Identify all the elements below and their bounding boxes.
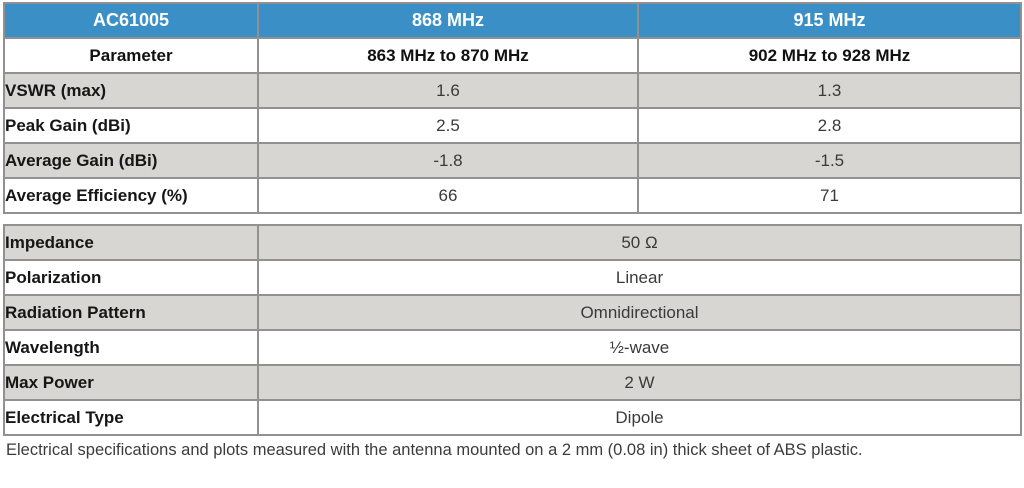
general-row-label: Max Power bbox=[3, 364, 259, 401]
table-row: Peak Gain (dBi) 2.5 2.8 bbox=[3, 107, 1022, 144]
spec-row-label: Average Efficiency (%) bbox=[3, 177, 259, 214]
band1-header: 868 MHz bbox=[257, 2, 639, 39]
general-spec-table: Impedance 50 Ω Polarization Linear Radia… bbox=[3, 224, 1022, 436]
table-row: Polarization Linear bbox=[3, 259, 1022, 296]
general-row-value: Dipole bbox=[257, 399, 1022, 436]
spec-value-868: -1.8 bbox=[257, 142, 639, 179]
table-row: Radiation Pattern Omnidirectional bbox=[3, 294, 1022, 331]
spec-value-915: 1.3 bbox=[637, 72, 1022, 109]
general-row-label: Electrical Type bbox=[3, 399, 259, 436]
general-row-value: 2 W bbox=[257, 364, 1022, 401]
table-row: Electrical Type Dipole bbox=[3, 399, 1022, 436]
table-row: VSWR (max) 1.6 1.3 bbox=[3, 72, 1022, 109]
general-row-value: ½-wave bbox=[257, 329, 1022, 366]
general-row-label: Polarization bbox=[3, 259, 259, 296]
table-row: Average Efficiency (%) 66 71 bbox=[3, 177, 1022, 214]
general-row-value: 50 Ω bbox=[257, 224, 1022, 261]
measurement-footnote: Electrical specifications and plots meas… bbox=[6, 441, 863, 459]
parameter-header-row: Parameter 863 MHz to 870 MHz 902 MHz to … bbox=[3, 37, 1022, 74]
general-row-value: Omnidirectional bbox=[257, 294, 1022, 331]
band2-frequency-range: 902 MHz to 928 MHz bbox=[637, 37, 1022, 74]
electrical-spec-table: AC61005 868 MHz 915 MHz Parameter 863 MH… bbox=[3, 2, 1022, 214]
spec-value-915: 2.8 bbox=[637, 107, 1022, 144]
spec-value-868: 2.5 bbox=[257, 107, 639, 144]
spec-row-label: Peak Gain (dBi) bbox=[3, 107, 259, 144]
table-row: Wavelength ½-wave bbox=[3, 329, 1022, 366]
table-row: Average Gain (dBi) -1.8 -1.5 bbox=[3, 142, 1022, 179]
spec-row-label: Average Gain (dBi) bbox=[3, 142, 259, 179]
spec-value-915: 71 bbox=[637, 177, 1022, 214]
table-row: Impedance 50 Ω bbox=[3, 224, 1022, 261]
general-row-label: Radiation Pattern bbox=[3, 294, 259, 331]
parameter-column-header: Parameter bbox=[3, 37, 259, 74]
spec-row-label: VSWR (max) bbox=[3, 72, 259, 109]
general-row-label: Impedance bbox=[3, 224, 259, 261]
model-number: AC61005 bbox=[3, 2, 259, 39]
spec-value-868: 1.6 bbox=[257, 72, 639, 109]
datasheet-page: AC61005 868 MHz 915 MHz Parameter 863 MH… bbox=[3, 2, 1022, 459]
spec-value-868: 66 bbox=[257, 177, 639, 214]
model-header-row: AC61005 868 MHz 915 MHz bbox=[3, 2, 1022, 39]
spec-value-915: -1.5 bbox=[637, 142, 1022, 179]
general-row-value: Linear bbox=[257, 259, 1022, 296]
band1-frequency-range: 863 MHz to 870 MHz bbox=[257, 37, 639, 74]
general-row-label: Wavelength bbox=[3, 329, 259, 366]
table-spacer bbox=[3, 214, 1021, 224]
band2-header: 915 MHz bbox=[637, 2, 1022, 39]
table-row: Max Power 2 W bbox=[3, 364, 1022, 401]
